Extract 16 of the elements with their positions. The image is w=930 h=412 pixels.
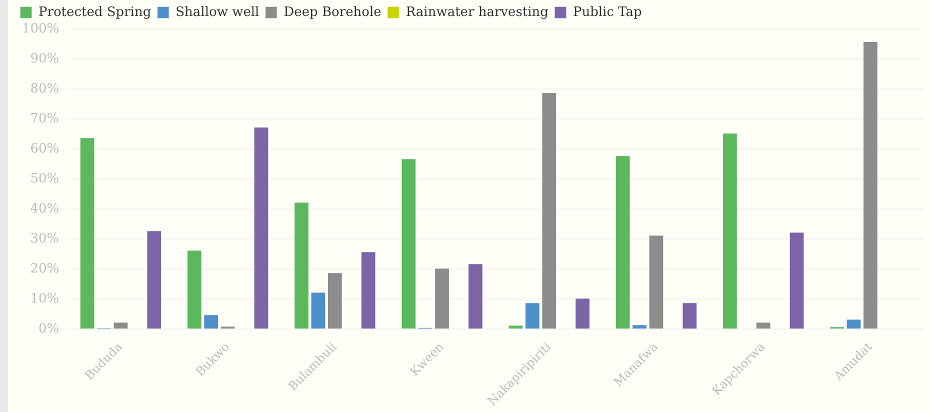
y-tick-label: 60% (30, 141, 60, 156)
y-tick-label: 50% (30, 171, 60, 186)
legend-label: Shallow well (176, 4, 260, 20)
y-tick-label: 20% (30, 262, 60, 277)
y-tick-label: 70% (30, 111, 60, 126)
legend-label: Rainwater harvesting (406, 4, 548, 20)
legend-label: Public Tap (572, 4, 642, 20)
legend-label: Protected Spring (38, 4, 152, 20)
y-tick-label: 10% (30, 292, 60, 307)
y-tick-label: 90% (30, 51, 60, 66)
y-tick-label: 100% (22, 21, 60, 36)
y-tick-label: 0% (38, 322, 60, 337)
y-tick-label: 80% (30, 81, 60, 96)
legend-label: Deep Borehole (284, 4, 382, 20)
y-tick-label: 40% (30, 201, 60, 216)
y-tick-label: 30% (30, 232, 60, 246)
